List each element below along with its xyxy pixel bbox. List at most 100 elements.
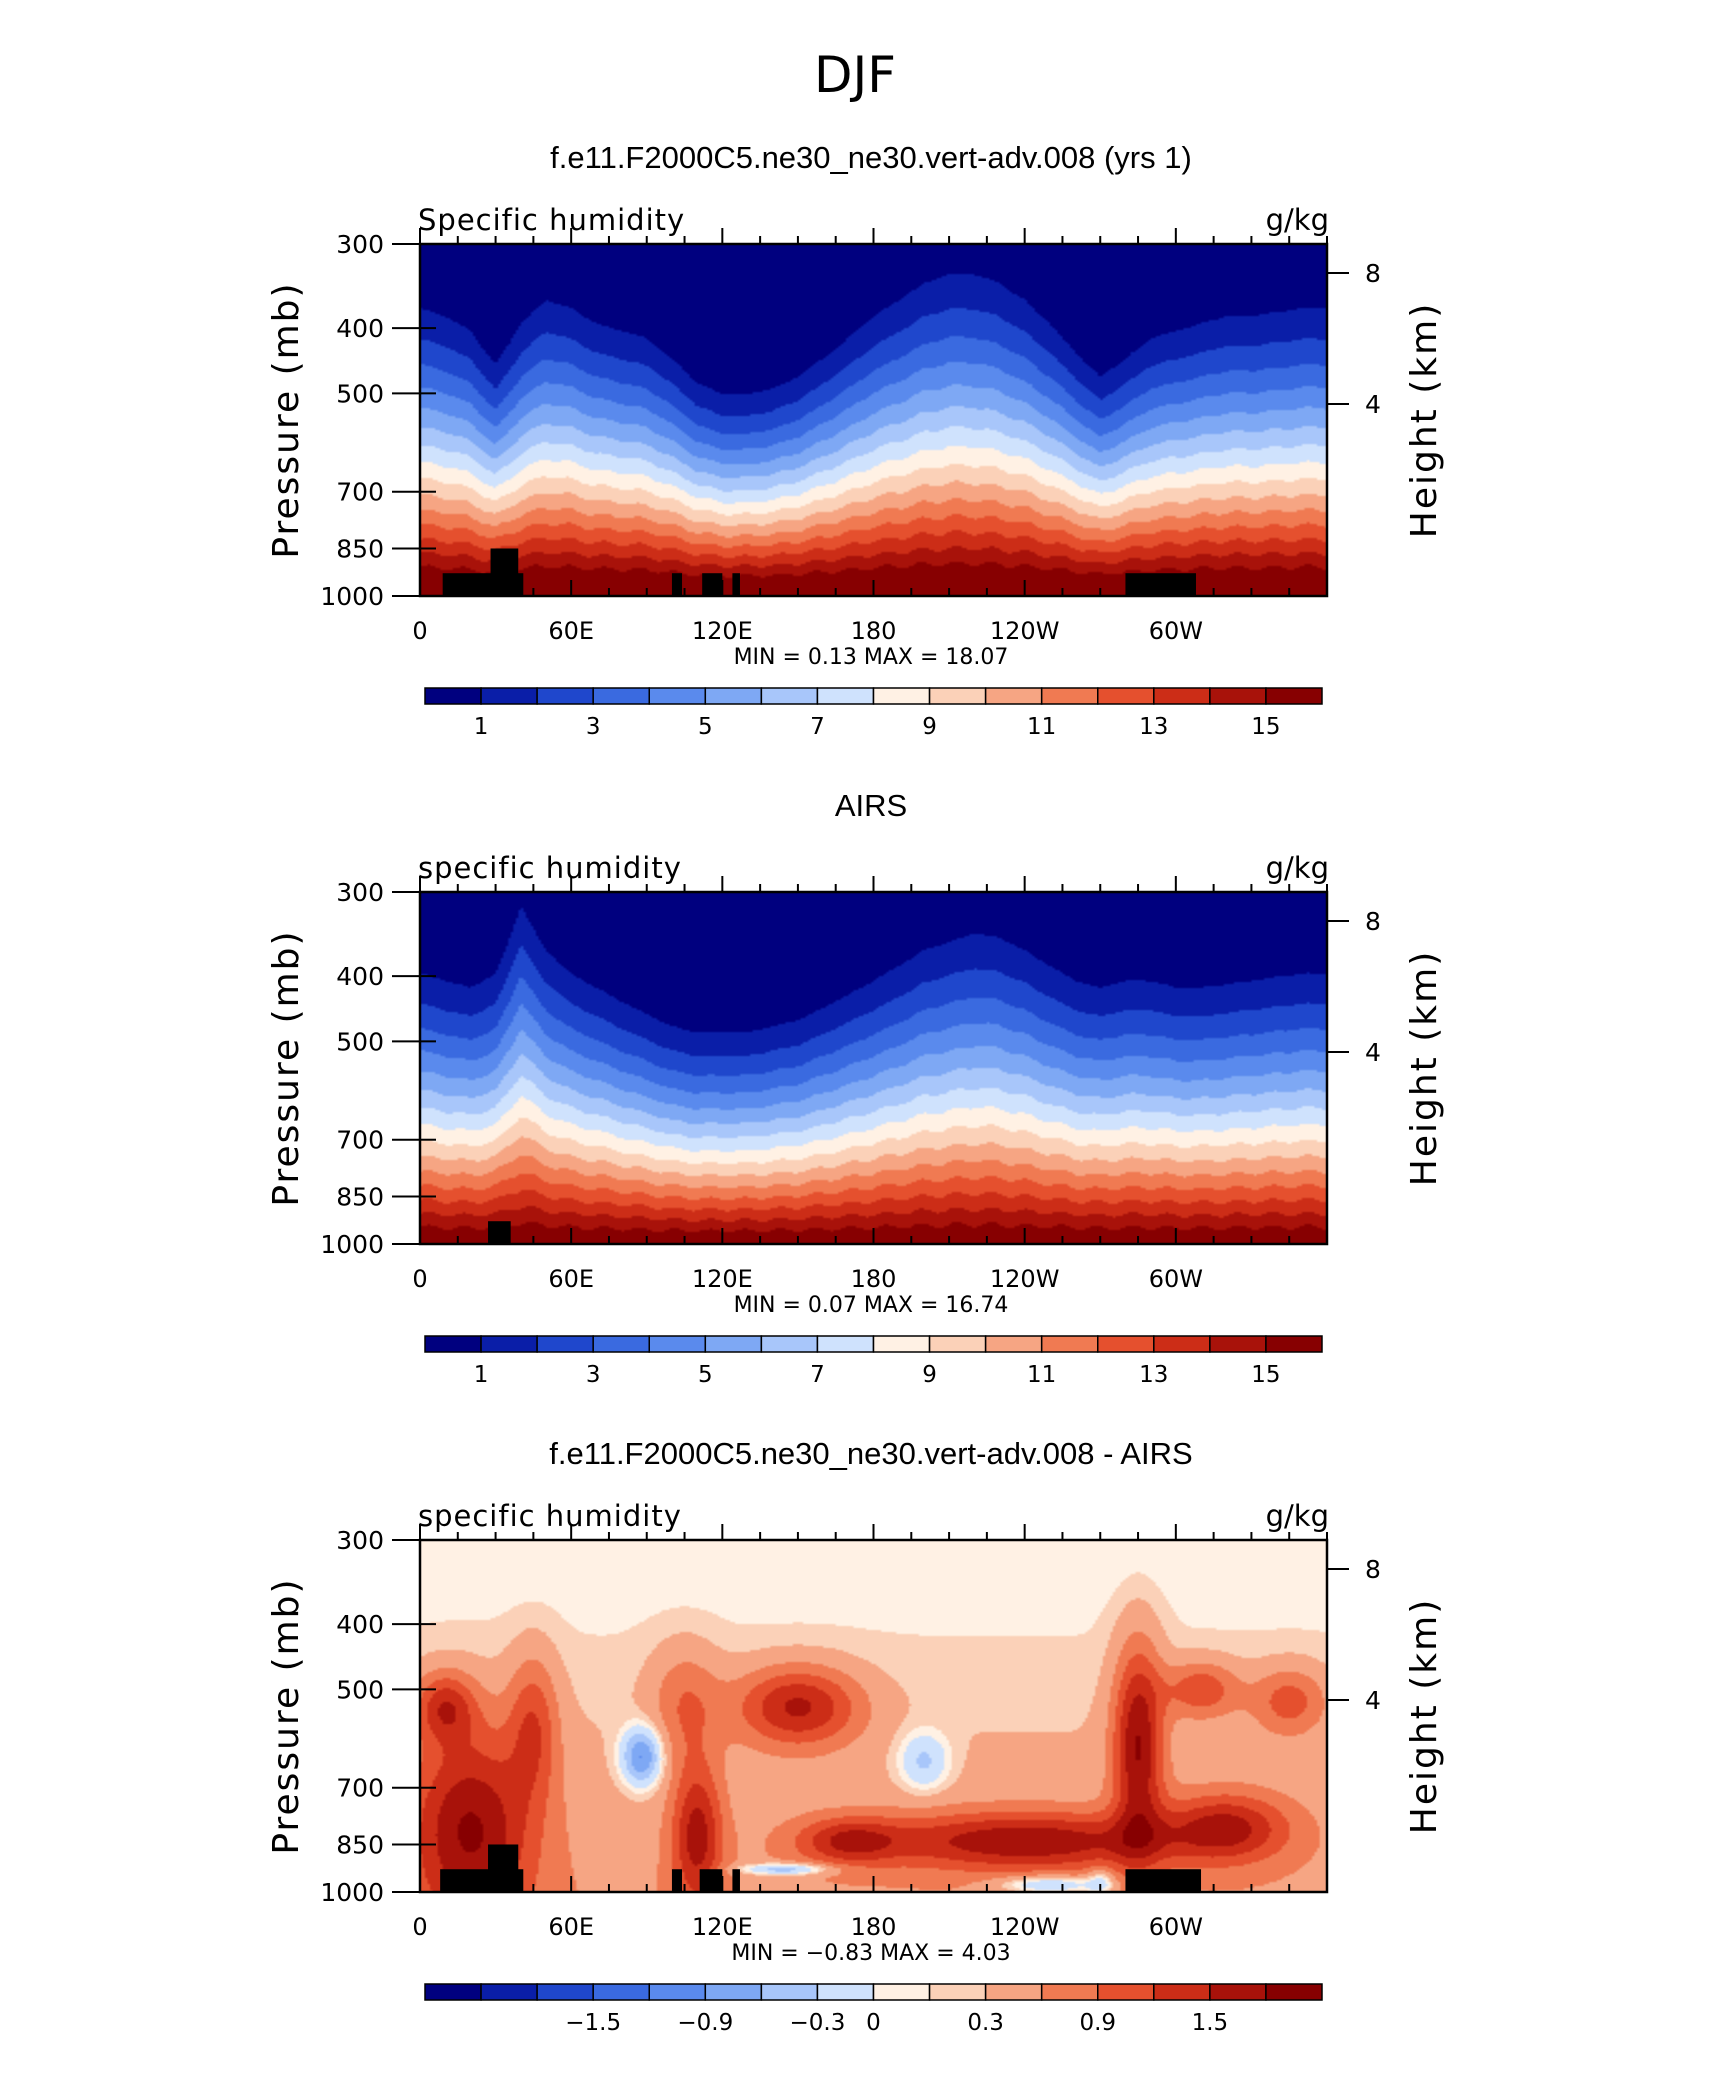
colorbar-swatch bbox=[760, 687, 819, 705]
y-tick-label: 400 bbox=[336, 1610, 384, 1639]
colorbar-label: 0 bbox=[866, 2010, 881, 2036]
panels: f.e11.F2000C5.ne30_ne30.vert-adv.008 (yr… bbox=[266, 140, 1445, 2036]
x-tick-label: 120W bbox=[990, 1265, 1060, 1293]
topography-mask bbox=[1125, 573, 1196, 596]
x-tick-label: 180 bbox=[851, 1913, 897, 1941]
y2-tick-label: 4 bbox=[1365, 1686, 1381, 1715]
colorbar-swatch bbox=[1265, 1983, 1323, 2001]
colorbar-label: 5 bbox=[698, 1362, 713, 1388]
y-tick-label: 300 bbox=[336, 878, 384, 907]
y2-axis-label: Height (km) bbox=[1404, 1598, 1445, 1834]
x-tick-label: 60E bbox=[548, 1913, 594, 1941]
topography-mask bbox=[671, 573, 683, 596]
colorbar-swatch bbox=[1153, 1983, 1211, 2001]
x-tick-label: 60E bbox=[548, 1265, 594, 1293]
y-tick-label: 700 bbox=[336, 1774, 384, 1803]
x-tick-label: 180 bbox=[851, 617, 897, 645]
colorbar-swatch bbox=[536, 1335, 594, 1353]
colorbar-swatch bbox=[928, 1983, 987, 2001]
min-max-label: MIN = 0.07 MAX = 16.74 bbox=[734, 1293, 1009, 1318]
y2-tick-label: 8 bbox=[1365, 259, 1381, 288]
colorbar-swatch bbox=[1097, 687, 1155, 705]
colorbar-swatch bbox=[1209, 1335, 1267, 1353]
colorbar-swatch bbox=[816, 1983, 875, 2001]
topography-mask bbox=[1125, 1869, 1202, 1892]
colorbar-swatch bbox=[424, 1983, 482, 2001]
y-tick-label: 850 bbox=[336, 1182, 384, 1211]
y-tick-label: 300 bbox=[336, 230, 384, 259]
y2-axis-label: Height (km) bbox=[1404, 302, 1445, 538]
colorbar-swatch bbox=[424, 687, 482, 705]
colorbar-swatch bbox=[592, 1983, 650, 2001]
colorbar-label: 1.5 bbox=[1192, 2010, 1229, 2036]
x-tick-label: 60W bbox=[1149, 1913, 1203, 1941]
x-tick-label: 0 bbox=[412, 617, 427, 645]
y2-tick-label: 8 bbox=[1365, 907, 1381, 936]
colorbar-label: 13 bbox=[1139, 714, 1168, 740]
y-tick-label: 850 bbox=[336, 534, 384, 563]
colorbar-label: 7 bbox=[810, 714, 825, 740]
colorbar-swatch bbox=[704, 1335, 763, 1353]
colorbar-swatch bbox=[872, 1983, 931, 2001]
colorbar-swatch bbox=[1040, 687, 1099, 705]
y-tick-label: 700 bbox=[336, 478, 384, 507]
contour-field bbox=[420, 244, 1327, 596]
x-tick-label: 0 bbox=[412, 1913, 427, 1941]
colorbar-swatch bbox=[592, 1335, 650, 1353]
variable-label: specific humidity bbox=[418, 851, 682, 885]
variable-label: Specific humidity bbox=[418, 203, 685, 237]
y-tick-label: 500 bbox=[336, 1027, 384, 1056]
panel-2: AIRS specific humidity g/kg 0 60E 120E 180 120W… bbox=[266, 788, 1445, 1388]
panel-title: AIRS bbox=[835, 788, 907, 823]
colorbar-swatch bbox=[872, 687, 931, 705]
colorbar-label: 3 bbox=[586, 714, 601, 740]
colorbar-swatch bbox=[536, 1983, 594, 2001]
figure-title: DJF bbox=[814, 46, 896, 104]
colorbar-label: −0.9 bbox=[677, 2010, 733, 2036]
units-label: g/kg bbox=[1266, 1499, 1329, 1533]
y-tick-label: 850 bbox=[336, 1830, 384, 1859]
topography-mask bbox=[671, 1869, 683, 1892]
colorbar-swatch bbox=[928, 1335, 987, 1353]
panel-1: f.e11.F2000C5.ne30_ne30.vert-adv.008 (yr… bbox=[266, 140, 1445, 740]
y-tick-label: 700 bbox=[336, 1126, 384, 1155]
colorbar-swatch bbox=[1153, 1335, 1211, 1353]
y-axis-label: Pressure (mb) bbox=[266, 929, 307, 1206]
colorbar-swatch bbox=[1265, 687, 1323, 705]
x-tick-label: 180 bbox=[851, 1265, 897, 1293]
colorbar-swatch bbox=[984, 1983, 1043, 2001]
x-tick-label: 120E bbox=[692, 1913, 753, 1941]
colorbar-label: 0.3 bbox=[967, 2010, 1004, 2036]
panel-3: f.e11.F2000C5.ne30_ne30.vert-adv.008 - A… bbox=[266, 1436, 1445, 2036]
colorbar-label: 7 bbox=[810, 1362, 825, 1388]
y-tick-label: 500 bbox=[336, 379, 384, 408]
colorbar-swatch bbox=[704, 687, 763, 705]
topography-mask bbox=[732, 573, 740, 596]
colorbar-swatch bbox=[816, 1335, 875, 1353]
y-axis-label: Pressure (mb) bbox=[266, 1577, 307, 1854]
colorbar-swatch bbox=[1040, 1983, 1099, 2001]
y2-tick-label: 4 bbox=[1365, 390, 1381, 419]
x-tick-label: 120W bbox=[990, 617, 1060, 645]
contour-field bbox=[420, 1540, 1327, 1892]
x-tick-label: 60W bbox=[1149, 1265, 1203, 1293]
colorbar-swatch bbox=[984, 1335, 1043, 1353]
colorbar-swatch bbox=[536, 687, 594, 705]
y-tick-label: 500 bbox=[336, 1675, 384, 1704]
y-tick-label: 300 bbox=[336, 1526, 384, 1555]
min-max-label: MIN = −0.83 MAX = 4.03 bbox=[731, 1941, 1010, 1966]
topography-mask bbox=[702, 573, 723, 596]
colorbar-swatch bbox=[648, 1983, 707, 2001]
colorbar-swatch bbox=[1153, 687, 1211, 705]
units-label: g/kg bbox=[1266, 203, 1329, 237]
colorbar-label: 0.9 bbox=[1079, 2010, 1116, 2036]
y-tick-label: 1000 bbox=[320, 1878, 384, 1907]
x-tick-label: 120E bbox=[692, 1265, 753, 1293]
x-tick-label: 0 bbox=[412, 1265, 427, 1293]
colorbar-swatch bbox=[424, 1335, 482, 1353]
y-tick-label: 400 bbox=[336, 962, 384, 991]
y2-tick-label: 4 bbox=[1365, 1038, 1381, 1067]
colorbar-label: 11 bbox=[1027, 1362, 1056, 1388]
topography-mask bbox=[488, 1221, 511, 1244]
